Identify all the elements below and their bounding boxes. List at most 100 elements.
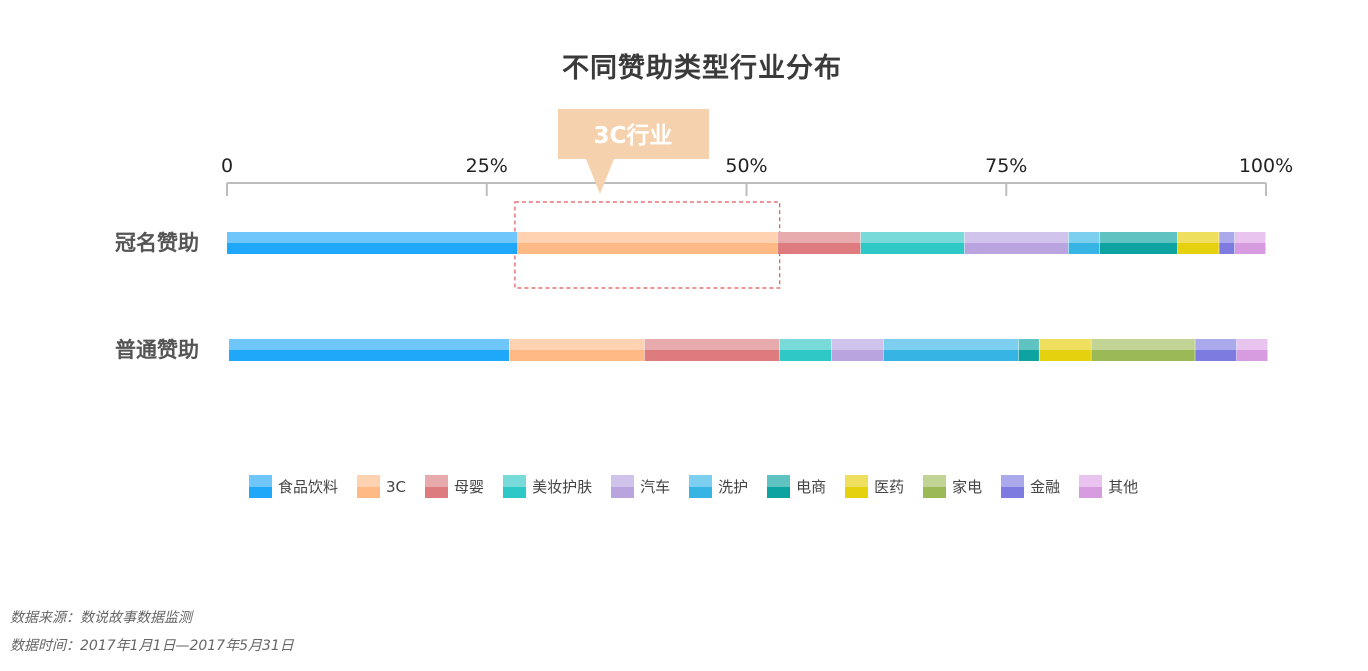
bar-segment [860,232,966,254]
legend-label: 食品饮料 [278,478,339,496]
legend-swatch [357,475,381,498]
legend-item: 其他 [1079,475,1138,498]
legend-label: 洗护 [718,478,749,496]
bar-segment-bottom [831,350,884,361]
callout-box [558,109,709,159]
x-axis: 0 25% 50% 75% 100% [221,155,1293,196]
bar-segment-top [1219,232,1235,243]
legend-swatch [611,475,635,498]
legend-swatch [689,475,713,498]
bar-segment-top [1039,339,1092,350]
legend-swatch [1079,475,1103,498]
legend-item: 家电 [923,475,982,498]
bar-segment-bottom [1068,243,1100,254]
source-note: 数据来源：数说故事数据监测 [10,610,192,626]
period-note: 数据时间：2017年1月1日—2017年5月31日 [10,638,294,654]
bar-segment-bottom [964,243,1069,254]
bar-segment-top [1099,232,1178,243]
callout: 3C行业 [514,109,781,289]
legend-label: 母婴 [454,478,485,496]
bar-segment [1018,339,1040,361]
legend-label: 金融 [1030,478,1061,496]
x-tick-label: 100% [1239,155,1293,177]
bar-segment-bottom [779,350,832,361]
bar-segment-bottom [1039,350,1092,361]
legend-label: 美妆护肤 [532,478,593,496]
bar-segment-bottom [644,350,780,361]
bar-segment-top [1091,339,1196,350]
bar-segment-bottom [1195,350,1237,361]
legend-swatch [767,475,791,498]
bar-segment-bottom [860,243,965,254]
legend-swatch [1001,475,1025,498]
bar-segment-bottom [1234,243,1266,254]
bar-segment-top [1068,232,1100,243]
bar-segment-top [883,339,1019,350]
bar-segment [1219,232,1236,254]
legend-label: 电商 [796,478,827,496]
x-tick-label: 50% [725,155,767,177]
category-label: 冠名赞助 [115,231,199,255]
legend: 食品饮料 3C 母婴 美妆护肤 汽车 洗护 电商 医药 家电 金融 其他 [249,475,1157,498]
bar-segment [517,232,779,254]
bar-segment [1068,232,1101,254]
bar-segment-bottom [227,243,518,254]
legend-swatch [923,475,947,498]
callout-label: 3C行业 [594,122,673,149]
callout-pointer [586,159,614,194]
bar-segment [1195,339,1238,361]
bar-segment [1091,339,1196,361]
legend-swatch [503,475,527,498]
bar-segment-bottom [229,350,510,361]
bar-segment-bottom [777,243,861,254]
legend-item: 电商 [767,475,826,498]
legend-item: 食品饮料 [249,475,338,498]
bar-segment [509,339,646,361]
bar-segment-bottom [509,350,645,361]
bars [227,232,1269,361]
bar-segment [964,232,1070,254]
bar-segment-bottom [517,243,778,254]
bar-segment-top [509,339,645,350]
bar-segment-top [964,232,1069,243]
bar-segment [883,339,1020,361]
bar-segment [1236,339,1269,361]
legend-item: 金融 [1001,475,1060,498]
bar-segment [229,339,511,361]
legend-item: 洗护 [689,475,748,498]
bar-segment-top [227,232,518,243]
category-label: 普通赞助 [115,338,199,362]
bar-segment-bottom [1091,350,1196,361]
bar-segment-bottom [1099,243,1178,254]
bar-segment-top [860,232,965,243]
legend-swatch [249,475,272,498]
bar-segment [644,339,781,361]
bar-segment [779,339,833,361]
bar-segment-top [517,232,778,243]
chart-title: 不同赞助类型行业分布 [562,53,842,84]
bar-segment-bottom [883,350,1019,361]
legend-label: 家电 [952,478,983,496]
legend-item: 3C [357,475,406,498]
bar-segment-top [1236,339,1268,350]
legend-item: 医药 [845,475,904,498]
legend-swatch [425,475,449,498]
bar-segment [1177,232,1220,254]
bar-segment-bottom [1177,243,1220,254]
bar-segment [1099,232,1179,254]
bar-segment-top [831,339,884,350]
bar-segment-bottom [1236,350,1268,361]
legend-item: 汽车 [611,475,670,498]
bar-segment-top [777,232,861,243]
bar-segment-top [644,339,780,350]
bar-segment [777,232,862,254]
bar-segment-top [1018,339,1040,350]
legend-item: 美妆护肤 [503,475,592,498]
bar-segment [1039,339,1092,361]
bar-segment [1234,232,1267,254]
bar-segment-bottom [1018,350,1040,361]
bar-segment [227,232,519,254]
legend-label: 其他 [1108,478,1139,496]
